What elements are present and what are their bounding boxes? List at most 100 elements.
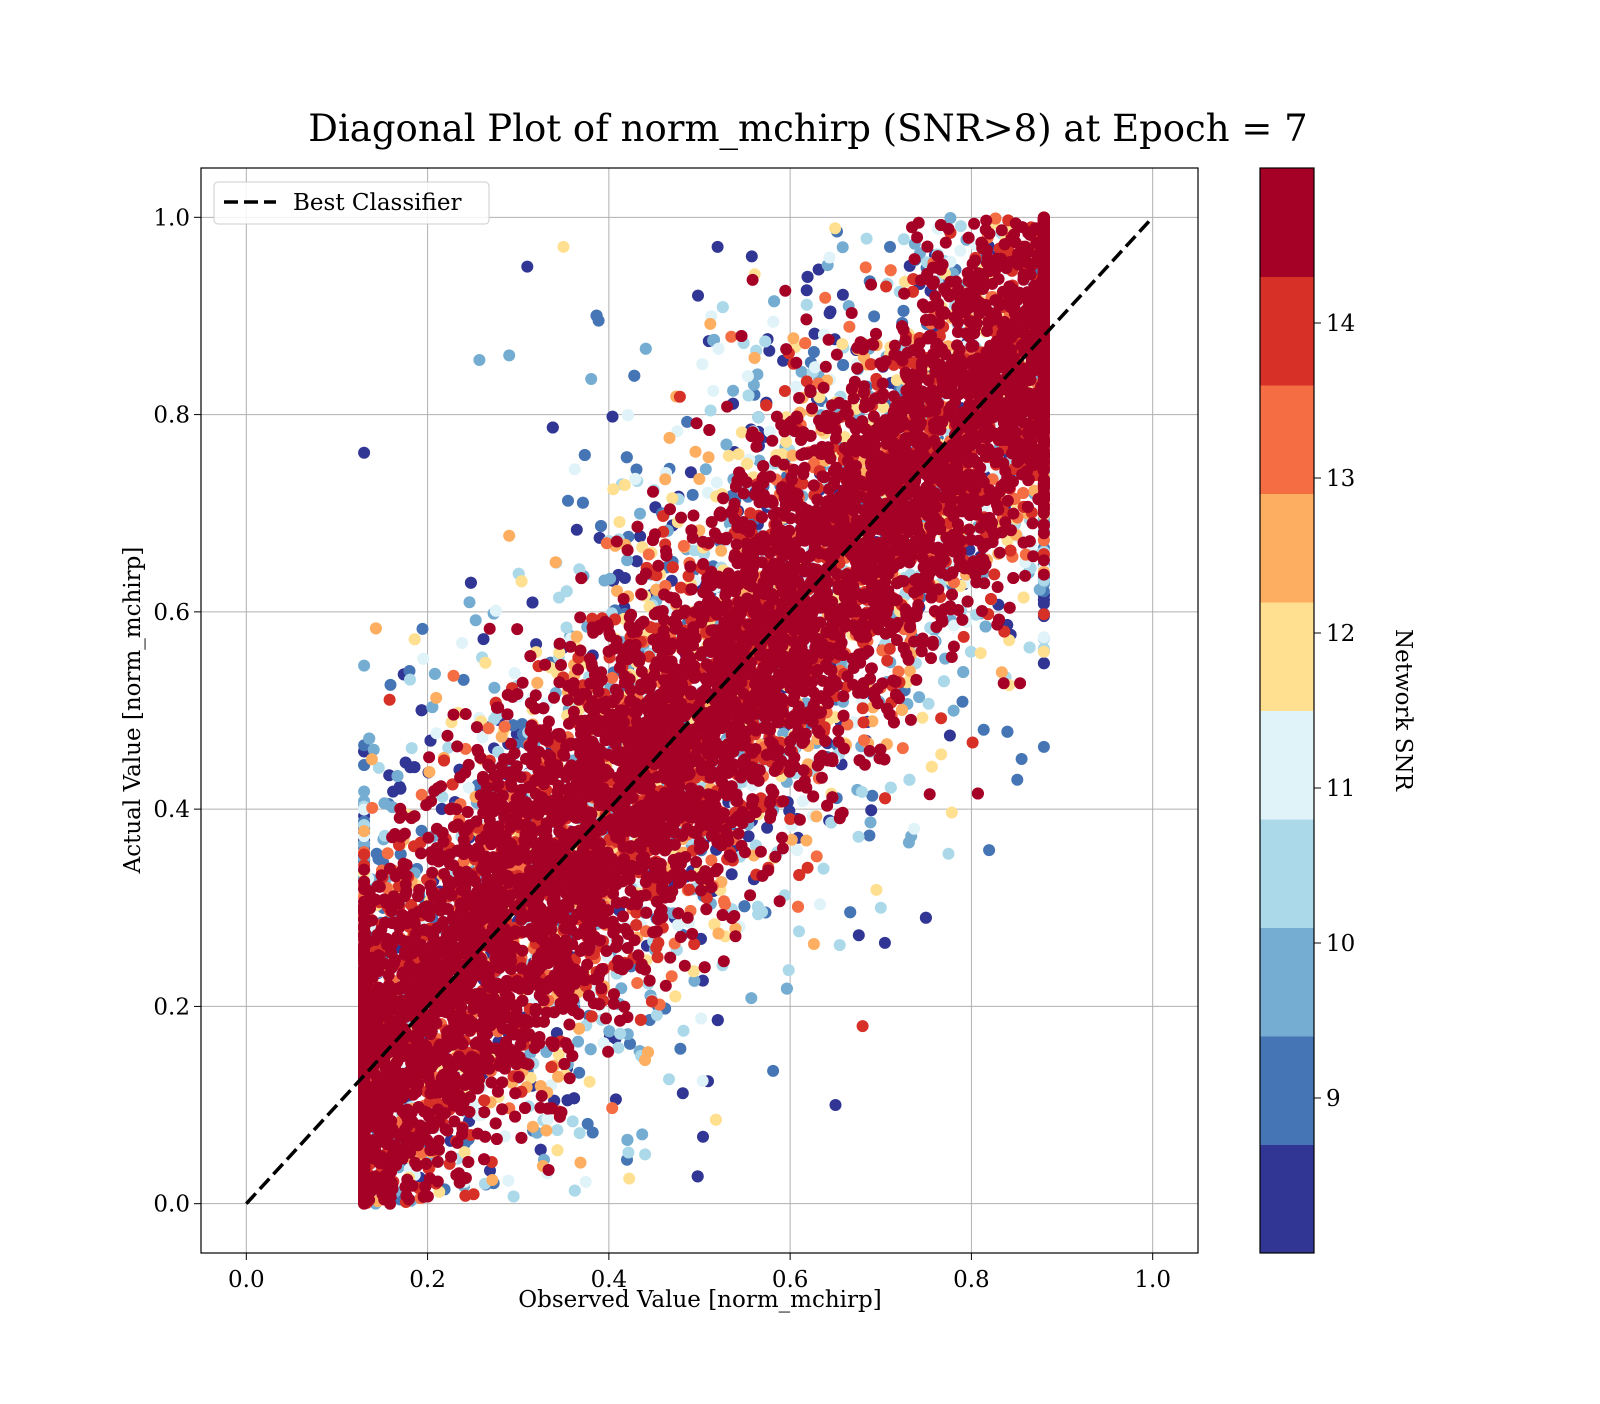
scatter-point (700, 463, 712, 475)
scatter-point (550, 556, 562, 568)
scatter-point (575, 1157, 587, 1169)
scatter-point (502, 1175, 514, 1187)
scatter-point (603, 1025, 615, 1037)
scatter-point (599, 575, 611, 587)
scatter-point (521, 261, 533, 273)
scatter-point (552, 1144, 564, 1156)
scatter-point (865, 804, 877, 816)
scatter-point (946, 807, 958, 819)
scatter-point (978, 724, 990, 736)
scatter-point (621, 451, 633, 463)
scatter-point (767, 316, 779, 328)
scatter-point (791, 844, 803, 856)
scatter-point (663, 1073, 675, 1085)
scatter-point (509, 667, 521, 679)
scatter-point (621, 554, 633, 566)
scatter-point (957, 666, 969, 678)
scatter-point (392, 770, 404, 782)
scatter-point (738, 900, 750, 912)
scatter-point (1038, 741, 1050, 753)
scatter-point (844, 906, 856, 918)
scatter-point (943, 848, 955, 860)
scatter-point (607, 483, 619, 495)
scatter-point (957, 696, 969, 708)
scatter-point (385, 679, 397, 691)
scatter-point (558, 241, 570, 253)
scatter-point (814, 898, 826, 910)
scatter-point (843, 321, 855, 333)
scatter-point (464, 596, 476, 608)
scatter-point (1038, 646, 1050, 658)
scatter-point (619, 479, 631, 491)
scatter-point (669, 990, 681, 1002)
scatter-point (752, 411, 764, 423)
scatter-point (666, 492, 678, 504)
scatter-point (898, 305, 910, 317)
scatter-point (672, 919, 684, 931)
scatter-point (954, 245, 966, 257)
scatter-point (809, 361, 821, 373)
scatter-point (713, 343, 725, 355)
scatter-point (490, 605, 502, 617)
scatter-point (938, 675, 950, 687)
scatter-point (790, 381, 802, 393)
scatter-point (955, 220, 967, 232)
scatter-point (579, 449, 591, 461)
scatter-point (483, 722, 495, 734)
scatter-points (358, 211, 1050, 1209)
scatter-point (358, 660, 370, 672)
scatter-point (717, 301, 729, 313)
scatter-point (926, 761, 938, 773)
scatter-point (824, 307, 836, 319)
scatter-point (1038, 631, 1050, 643)
scatter-point (879, 937, 891, 949)
scatter-point (713, 928, 725, 940)
scatter-point (1016, 753, 1028, 765)
scatter-point (473, 354, 485, 366)
scatter-point (948, 705, 960, 717)
scatter-point (358, 447, 370, 459)
scatter-point (697, 1075, 709, 1087)
scatter-point (800, 835, 812, 847)
scatter-point (553, 592, 565, 604)
scatter-point (996, 666, 1008, 678)
scatter-point (897, 742, 909, 754)
scatter-point (690, 446, 702, 458)
scatter-point (409, 761, 421, 773)
scatter-point (810, 810, 822, 822)
scatter-point (695, 1013, 707, 1025)
scatter-point (707, 385, 719, 397)
scatter-point (712, 1014, 724, 1026)
scatter-point (430, 692, 442, 704)
scatter-point (503, 349, 515, 361)
scatter-point (898, 233, 910, 245)
scatter-point (423, 766, 435, 778)
chart-title: Diagonal Plot of norm_mchirp (SNR>8) at … (308, 107, 1307, 151)
scatter-point (503, 530, 515, 542)
scatter-point (834, 939, 846, 951)
scatter-point (767, 1065, 779, 1077)
scatter-point (687, 489, 699, 501)
scatter-point (465, 577, 477, 589)
scatter-point (404, 674, 416, 686)
scatter-point (677, 1087, 689, 1099)
scatter-point (853, 831, 865, 843)
scatter-point (787, 332, 799, 344)
scatter-point (488, 682, 500, 694)
scatter-point (823, 252, 835, 264)
scatter-point (885, 782, 897, 794)
scatter-point (409, 633, 421, 645)
scatter-point (416, 704, 428, 716)
scatter-point (858, 734, 870, 746)
scatter-point (780, 436, 792, 448)
scatter-point (456, 637, 468, 649)
scatter-point (643, 549, 655, 561)
scatter-point (651, 1009, 663, 1021)
scatter-point (720, 439, 732, 451)
scatter-point (837, 289, 849, 301)
scatter-point (896, 704, 908, 716)
scatter-point (527, 1121, 539, 1133)
scatter-point (866, 790, 878, 802)
